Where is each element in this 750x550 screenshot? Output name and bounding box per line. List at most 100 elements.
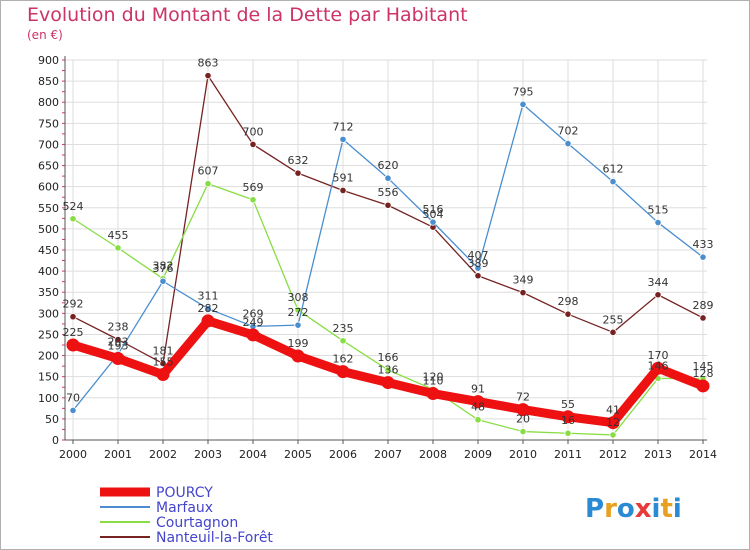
data-point <box>336 365 350 379</box>
data-point <box>384 201 392 209</box>
logo-letter: o <box>617 494 635 524</box>
y-tick-label: 350 <box>38 286 59 299</box>
data-label: 225 <box>63 326 84 339</box>
y-tick-label: 550 <box>38 202 59 215</box>
data-label: 128 <box>693 367 714 380</box>
data-label: 235 <box>333 322 354 335</box>
data-label: 249 <box>243 316 264 329</box>
logo-letter: i <box>673 494 682 524</box>
data-label: 120 <box>423 370 444 383</box>
unit-label: (en €) <box>27 28 63 42</box>
data-label: 238 <box>108 321 129 334</box>
logo-letter: r <box>604 494 617 524</box>
data-point <box>426 387 440 401</box>
y-tick-label: 800 <box>38 96 59 109</box>
data-point <box>564 140 572 148</box>
y-tick-label: 50 <box>45 413 59 426</box>
data-label: 181 <box>153 345 174 358</box>
chart-title: Evolution du Montant de la Dette par Hab… <box>27 4 468 26</box>
y-tick-label: 450 <box>38 244 59 257</box>
data-label: 349 <box>513 274 534 287</box>
data-point <box>381 376 395 390</box>
data-label: 16 <box>561 414 575 427</box>
data-label: 382 <box>153 260 174 273</box>
data-point <box>339 186 347 195</box>
x-tick-label: 2010 <box>509 448 537 461</box>
y-tick-label: 500 <box>38 223 59 236</box>
y-tick-label: 750 <box>38 117 59 130</box>
data-label: 20 <box>516 413 530 426</box>
logo-letter: i <box>652 494 661 524</box>
data-label: 344 <box>648 276 669 289</box>
data-point <box>699 314 707 322</box>
data-point <box>696 379 710 393</box>
x-tick-label: 2009 <box>464 448 492 461</box>
y-tick-label: 100 <box>38 392 59 405</box>
data-point <box>519 100 527 108</box>
data-label: 700 <box>243 125 264 138</box>
data-label: 255 <box>603 313 624 326</box>
y-tick-label: 250 <box>38 328 59 341</box>
data-point <box>609 178 617 186</box>
y-tick-label: 850 <box>38 75 59 88</box>
data-point <box>429 218 437 226</box>
y-tick-label: 650 <box>38 160 59 173</box>
y-tick-label: 900 <box>38 54 59 67</box>
data-point <box>156 368 170 382</box>
logo-letter: t <box>660 494 672 524</box>
data-label: 155 <box>153 356 174 369</box>
data-label: 193 <box>108 340 129 353</box>
data-label: 407 <box>468 249 489 262</box>
legend-label: POURCY <box>156 485 213 501</box>
data-point <box>114 244 122 252</box>
data-label: 620 <box>378 159 399 172</box>
data-point <box>651 361 665 375</box>
data-label: 632 <box>288 154 309 167</box>
legend-label: Marfaux <box>156 500 213 516</box>
y-tick-label: 300 <box>38 307 59 320</box>
data-point <box>249 140 257 149</box>
y-tick-label: 700 <box>38 138 59 151</box>
data-point <box>606 416 620 430</box>
data-point <box>69 406 77 415</box>
x-tick-label: 2012 <box>599 448 627 461</box>
data-label: 282 <box>198 302 219 315</box>
data-point <box>204 72 212 80</box>
data-label: 41 <box>606 404 620 417</box>
data-point <box>249 196 257 204</box>
data-label: 272 <box>288 306 309 319</box>
x-tick-label: 2003 <box>194 448 222 461</box>
data-label: 795 <box>513 85 534 98</box>
logo-letter: P <box>585 494 604 524</box>
data-point <box>519 289 527 297</box>
data-point <box>111 352 125 366</box>
legend-label: Nanteuil-la-Forêt <box>156 530 273 546</box>
data-label: 311 <box>198 290 219 303</box>
data-label: 515 <box>648 204 669 217</box>
x-tick-label: 2000 <box>59 448 87 461</box>
data-point <box>561 410 575 424</box>
data-label: 166 <box>378 351 399 364</box>
x-tick-label: 2014 <box>689 448 717 461</box>
data-label: 170 <box>648 349 669 362</box>
data-point <box>474 264 482 272</box>
data-point <box>294 169 302 177</box>
data-label: 504 <box>423 208 444 221</box>
data-point <box>609 328 617 336</box>
data-point <box>291 349 305 363</box>
data-point <box>69 215 77 223</box>
data-point <box>699 253 707 261</box>
data-label: 145 <box>693 360 714 373</box>
data-label: 516 <box>423 203 444 216</box>
x-tick-label: 2004 <box>239 448 267 461</box>
x-tick-label: 2011 <box>554 448 582 461</box>
x-tick-label: 2013 <box>644 448 672 461</box>
x-tick-label: 2008 <box>419 448 447 461</box>
data-label: 289 <box>693 299 714 312</box>
data-label: 292 <box>63 298 84 311</box>
data-label: 110 <box>423 375 444 388</box>
data-label: 524 <box>63 200 84 213</box>
data-label: 702 <box>558 125 579 138</box>
data-point <box>114 335 122 344</box>
data-label: 269 <box>243 307 264 320</box>
